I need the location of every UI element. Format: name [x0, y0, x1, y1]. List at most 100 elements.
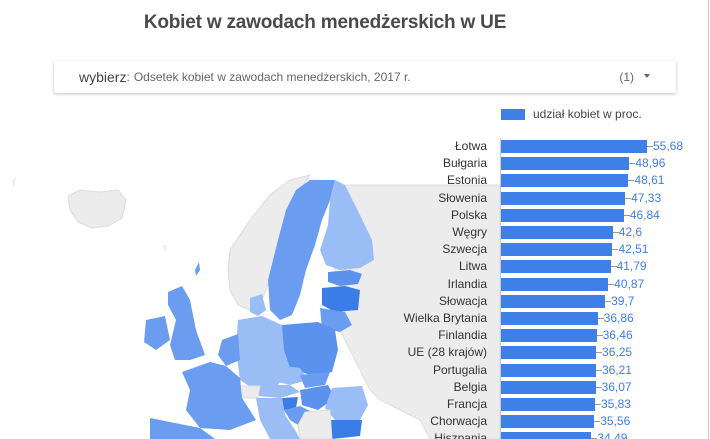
map-region-slovakia: [300, 372, 330, 388]
indicator-dropdown[interactable]: wybierz: Odsetek kobiet w zawodach mened…: [54, 61, 676, 93]
map-region-lithuania: [320, 308, 352, 332]
bar-value-label: 34,49: [597, 431, 628, 439]
value-leader-line: [594, 421, 601, 423]
bar[interactable]: [501, 398, 595, 411]
bar-row[interactable]: Francja 35,83: [0, 396, 708, 412]
bar[interactable]: [501, 191, 626, 205]
value-leader-line: [623, 214, 630, 216]
frame-border: [708, 0, 709, 439]
bar-value-label: 36,86: [603, 311, 634, 325]
bar-category-label: Szwecja: [442, 242, 487, 257]
bar-row[interactable]: Hiszpania 34,49: [0, 430, 708, 439]
bar[interactable]: [501, 380, 596, 394]
bar-category-label: Portugalia: [432, 362, 487, 377]
europe-map[interactable]: [0, 130, 500, 439]
bar-row[interactable]: Węgry 42,6: [0, 224, 708, 240]
bar[interactable]: [501, 243, 613, 257]
map-region-iceland: [67, 189, 127, 229]
bar-category-label: Słowenia: [438, 190, 487, 205]
bar[interactable]: [501, 208, 624, 222]
map-region-bulgaria: [330, 420, 362, 439]
bar-row[interactable]: Łotwa 55,68: [0, 138, 708, 154]
chart-legend: udział kobiet w proc.: [501, 107, 642, 121]
value-leader-line: [595, 369, 602, 371]
value-leader-line: [608, 283, 615, 285]
bar[interactable]: [501, 346, 597, 360]
bar[interactable]: [501, 277, 609, 291]
value-leader-line: [605, 300, 612, 302]
bar-row[interactable]: Słowacja 39,7: [0, 293, 708, 309]
bar-row[interactable]: Chorwacja 35,56: [0, 413, 708, 429]
bar-row[interactable]: Szwecja 42,51: [0, 241, 708, 257]
bar-category-label: Estonia: [446, 173, 487, 188]
chevron-down-icon[interactable]: [644, 74, 650, 78]
bar-value-label: 36,46: [602, 328, 633, 343]
bar-value-label: 36,21: [601, 362, 632, 377]
map-region-austria: [258, 385, 300, 398]
bar-category-label: UE (28 krajów): [407, 345, 487, 360]
bar-value-label: 35,83: [600, 397, 631, 411]
bar[interactable]: [501, 415, 595, 429]
bar-category-label: Irlandia: [447, 276, 487, 291]
value-leader-line: [596, 352, 603, 354]
bar-row[interactable]: Irlandia 40,87: [0, 276, 708, 292]
page-title: Kobiet w zawodach menedżerskich w UE: [143, 12, 507, 33]
bar-row[interactable]: Litwa 41,79: [0, 258, 708, 274]
legend-label: udział kobiet w proc.: [533, 107, 642, 121]
bar[interactable]: [501, 329, 597, 343]
map-region-greenland: [12, 176, 16, 188]
bar-category-label: Belgia: [453, 379, 487, 394]
bar-value-label: 39,7: [611, 293, 635, 308]
bar[interactable]: [501, 294, 606, 308]
bar-value-label: 46,84: [629, 207, 660, 222]
bar-row[interactable]: Wielka Brytania 36,86: [0, 310, 708, 326]
bar-row[interactable]: Estonia 48,61: [0, 172, 708, 188]
legend-swatch: [501, 108, 525, 120]
bar-value-label: 48,61: [634, 173, 665, 188]
bar[interactable]: [501, 312, 598, 325]
value-leader-line: [629, 163, 636, 165]
map-region-latvia: [322, 286, 360, 312]
bar-category-label: Bułgaria: [442, 156, 487, 171]
value-leader-line: [628, 180, 635, 182]
value-leader-line: [612, 232, 619, 233]
map-region-finland: [320, 180, 374, 270]
bar-row[interactable]: Słowenia 47,33: [0, 190, 708, 206]
dropdown-label: wybierz: [79, 69, 127, 85]
bar[interactable]: [501, 432, 592, 439]
map-region-estonia: [328, 270, 362, 286]
bar-row[interactable]: Belgia 36,07: [0, 379, 708, 395]
map-region-romania: [325, 386, 368, 420]
value-leader-line: [595, 386, 602, 388]
bar-value-label: 42,6: [618, 225, 643, 239]
bar[interactable]: [501, 174, 629, 188]
value-leader-line: [594, 404, 601, 405]
bar[interactable]: [501, 226, 613, 239]
bar-value-label: 48,96: [635, 156, 666, 171]
map-region-czech: [278, 365, 308, 385]
bar-category-label: Węgry: [452, 225, 487, 239]
map-region-poland: [282, 322, 338, 375]
bar-category-label: Chorwacja: [430, 414, 487, 429]
bar[interactable]: [501, 140, 647, 153]
bar[interactable]: [501, 260, 611, 274]
bar-row[interactable]: Bułgaria 48,96: [0, 155, 708, 171]
value-leader-line: [647, 146, 653, 147]
bar-row[interactable]: UE (28 krajów) 36,25: [0, 344, 708, 360]
bar[interactable]: [501, 157, 630, 171]
map-region-italy: [256, 398, 300, 439]
bar-row[interactable]: Finlandia 36,46: [0, 327, 708, 343]
bar-axis: [500, 138, 501, 439]
bar[interactable]: [501, 363, 596, 377]
map-region-germany: [236, 316, 290, 390]
map-region-shetland: [195, 262, 200, 276]
bar-row[interactable]: Polska 46,84: [0, 207, 708, 223]
value-leader-line: [612, 249, 619, 251]
value-leader-line: [596, 335, 603, 337]
bar-value-label: 42,51: [618, 242, 649, 257]
bar-value-label: 41,79: [616, 259, 647, 274]
bar-row[interactable]: Portugalia 36,21: [0, 362, 708, 378]
bar-value-label: 36,25: [602, 345, 633, 360]
bar-value-label: 55,68: [653, 139, 684, 153]
